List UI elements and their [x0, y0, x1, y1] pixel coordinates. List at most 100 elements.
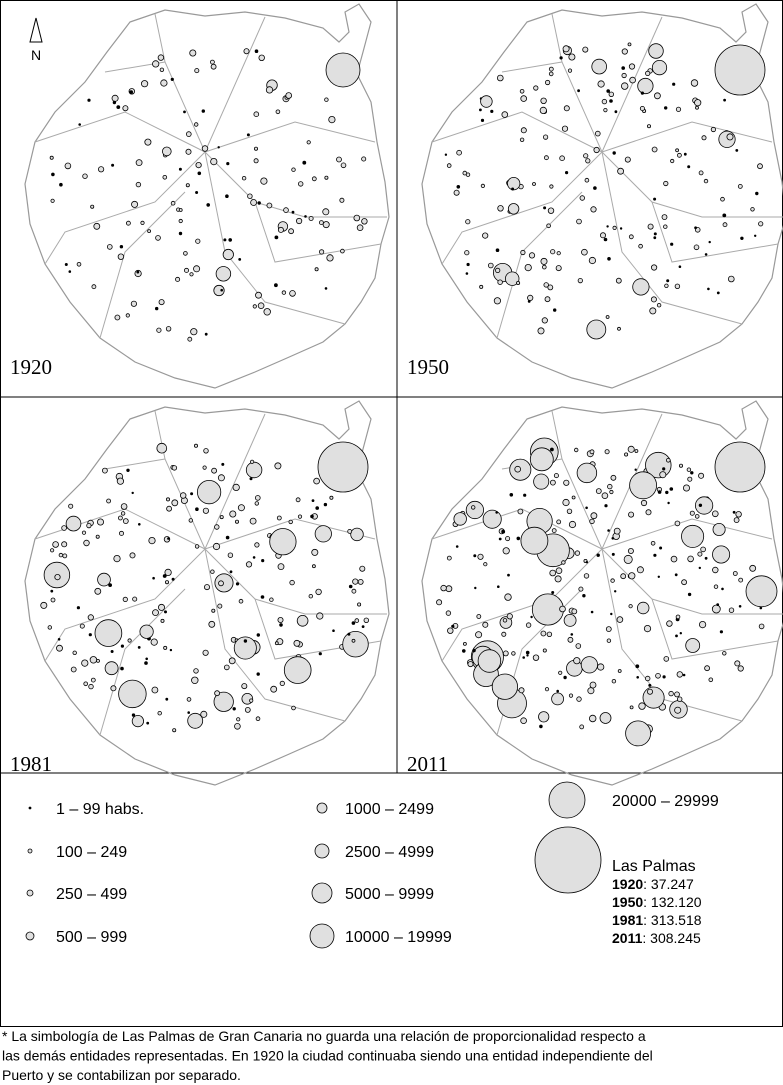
- settlement: [273, 283, 278, 288]
- settlement: [682, 484, 690, 492]
- settlement: [152, 576, 155, 580]
- settlement: [659, 471, 667, 479]
- settlement: [670, 242, 674, 246]
- settlement: [617, 669, 622, 673]
- settlement: [675, 106, 682, 112]
- settlement: [263, 308, 271, 316]
- settlement: [493, 297, 502, 305]
- settlement: [340, 162, 347, 169]
- settlement: [700, 546, 706, 553]
- settlement: [185, 183, 190, 188]
- settlement: [613, 527, 621, 535]
- settlement: [555, 265, 562, 272]
- settlement: [498, 537, 502, 541]
- settlement: [116, 105, 121, 109]
- settlement: [361, 218, 368, 225]
- settlement: [546, 223, 551, 229]
- settlement: [274, 235, 279, 240]
- settlement: [274, 462, 282, 470]
- settlement: [597, 80, 605, 88]
- settlement: [750, 207, 755, 212]
- settlement: [258, 54, 265, 61]
- settlement: [694, 514, 700, 519]
- settlement: [203, 584, 210, 591]
- settlement: [197, 171, 202, 176]
- settlement: [193, 122, 199, 127]
- settlement: [125, 313, 130, 318]
- las-palmas-symbol: [714, 44, 766, 96]
- legend-symbol: [534, 826, 602, 894]
- settlement: [482, 232, 489, 239]
- settlement: [78, 123, 81, 126]
- settlement: [361, 625, 365, 629]
- settlement: [311, 548, 319, 556]
- settlement: [585, 560, 589, 564]
- settlement: [732, 571, 738, 576]
- las-palmas-symbol: [714, 441, 766, 493]
- settlement: [580, 656, 598, 674]
- settlement: [254, 501, 259, 506]
- settlement: [617, 326, 621, 331]
- municipal-boundary: [501, 61, 563, 73]
- settlement: [164, 568, 172, 576]
- municipal-boundary: [204, 151, 387, 218]
- settlement: [160, 79, 168, 87]
- settlement: [686, 467, 692, 472]
- settlement: [556, 519, 562, 525]
- settlement: [524, 263, 532, 272]
- settlement: [249, 477, 253, 481]
- settlement: [543, 155, 549, 161]
- footnote-line: * La simbología de Las Palmas de Gran Ca…: [2, 1028, 646, 1044]
- legend-symbol: [311, 882, 333, 904]
- settlement: [711, 604, 721, 614]
- settlement: [585, 506, 588, 510]
- las-palmas-title: Las Palmas: [612, 858, 696, 875]
- settlement: [223, 238, 227, 242]
- settlement: [646, 688, 653, 695]
- settlement: [150, 638, 158, 646]
- settlement: [170, 200, 176, 206]
- settlement: [566, 508, 573, 514]
- settlement: [609, 489, 614, 495]
- north-arrow: [29, 17, 43, 43]
- settlement: [528, 252, 536, 259]
- settlement: [545, 79, 551, 86]
- settlement: [189, 49, 197, 57]
- settlement: [712, 523, 726, 537]
- settlement: [599, 232, 606, 239]
- settlement: [351, 638, 356, 643]
- settlement: [716, 291, 720, 295]
- settlement: [606, 225, 609, 228]
- settlement: [541, 317, 548, 324]
- settlement: [117, 253, 125, 260]
- settlement: [657, 575, 660, 579]
- settlement: [326, 254, 334, 262]
- settlement: [129, 552, 136, 559]
- settlement: [186, 131, 192, 137]
- settlement: [446, 163, 452, 168]
- settlement: [674, 691, 680, 698]
- settlement: [561, 125, 569, 132]
- settlement: [61, 525, 67, 531]
- settlement: [162, 175, 168, 180]
- settlement: [604, 449, 610, 455]
- settlement: [570, 633, 574, 636]
- settlement: [531, 593, 564, 626]
- island-outline: [24, 400, 390, 786]
- settlement: [608, 91, 614, 97]
- settlement: [604, 504, 608, 508]
- settlement: [674, 573, 678, 577]
- settlement: [444, 153, 448, 156]
- settlement: [297, 514, 303, 519]
- settlement: [348, 584, 353, 589]
- municipal-boundary: [254, 201, 382, 263]
- settlement: [537, 327, 545, 335]
- settlement: [183, 110, 186, 114]
- settlement: [89, 656, 98, 664]
- settlement: [640, 499, 648, 507]
- settlement: [605, 626, 612, 633]
- settlement: [578, 586, 584, 592]
- settlement: [645, 509, 652, 516]
- settlement: [135, 159, 143, 167]
- settlement: [189, 272, 194, 277]
